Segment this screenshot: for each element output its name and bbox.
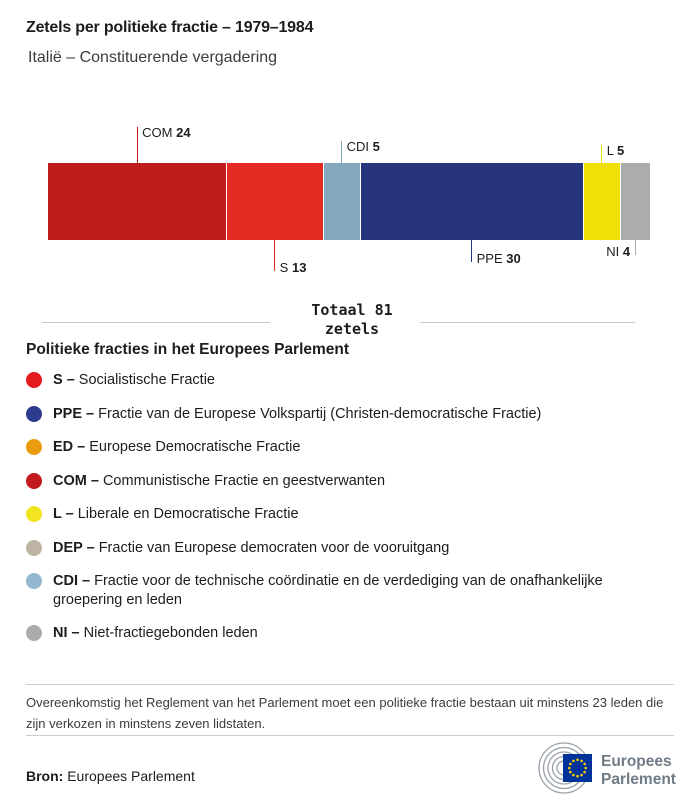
- page-title: Zetels per politieke fractie – 1979–1984: [26, 19, 314, 36]
- legend-code: NI –: [53, 625, 84, 641]
- legend-item: CDI – Fractie voor de technische coördin…: [26, 572, 676, 609]
- footnote: Overeenkomstig het Reglement van het Par…: [26, 695, 664, 731]
- legend-item: DEP – Fractie van Europese democraten vo…: [26, 539, 676, 558]
- annotation-label-s: S 13: [279, 260, 307, 275]
- bar-segment-s[interactable]: [226, 163, 323, 240]
- divider-footnote-bottom: [26, 735, 674, 736]
- european-parliament-logo: Europees Parlement: [538, 742, 676, 794]
- bar-segment-l[interactable]: [583, 163, 621, 240]
- legend-name: Fractie voor de technische coördinatie e…: [53, 573, 603, 608]
- legend-code: PPE –: [53, 405, 99, 422]
- annotation-line-cdi: [341, 141, 343, 163]
- annotation-line-l: [601, 145, 603, 163]
- legend-label: CDI – Fractie voor de technische coördin…: [53, 572, 675, 609]
- legend-name: Socialistische Fractie: [78, 372, 215, 388]
- total-seats-line1: Totaal 81: [311, 301, 393, 319]
- source-text: Europees Parlement: [67, 768, 195, 784]
- legend-color-dot-icon: [26, 405, 42, 422]
- legend-code: L –: [53, 506, 78, 522]
- annotation-line-s: [274, 240, 276, 271]
- legend-code: COM –: [53, 472, 103, 489]
- eu-flag-stars-icon: [568, 758, 587, 778]
- legend-color-dot-icon: [26, 372, 42, 388]
- annotation-line-ppe: [471, 240, 473, 262]
- legend-color-dot-icon: [26, 573, 42, 589]
- bar-segment-com[interactable]: [48, 163, 227, 240]
- bar-segment-cdi[interactable]: [322, 163, 361, 240]
- legend-name: Communistische Fractie en geestverwanten: [102, 472, 386, 489]
- legend-label: S – Socialistische Fractie: [53, 371, 215, 390]
- legend-name: Niet-fractiegebonden leden: [83, 625, 258, 641]
- annotation-line-ni: [634, 240, 636, 255]
- divider-footnote-top: [26, 684, 674, 685]
- source-label: Bron:: [26, 768, 64, 784]
- legend-name: Fractie van Europese democraten voor de …: [98, 539, 450, 556]
- legend-item: S – Socialistische Fractie: [26, 371, 676, 390]
- logo-text-line2: Parlement: [601, 771, 676, 788]
- legend-heading: Politieke fracties in het Europees Parle…: [26, 341, 350, 358]
- legend-label: L – Liberale en Democratische Fractie: [53, 505, 299, 524]
- stacked-bar: [48, 163, 650, 240]
- legend-name: Fractie van de Europese Volkspartij (Chr…: [98, 405, 542, 422]
- total-divider-right: [420, 322, 635, 323]
- annotation-line-com: [136, 127, 138, 163]
- annotation-label-ni: NI 4: [606, 244, 631, 259]
- legend-item: L – Liberale en Democratische Fractie: [26, 505, 676, 524]
- logo-text-line1: Europees: [601, 753, 672, 770]
- eu-flag-icon: [563, 754, 592, 782]
- legend-color-dot-icon: [26, 539, 42, 556]
- legend-label: NI – Niet-fractiegebonden leden: [53, 624, 258, 643]
- total-seats-line2: zetels: [324, 320, 380, 338]
- legend-item: ED – Europese Democratische Fractie: [26, 438, 676, 457]
- total-divider-left: [42, 322, 270, 323]
- legend-name: Liberale en Democratische Fractie: [77, 506, 299, 522]
- legend-code: DEP –: [53, 539, 99, 556]
- page-subtitle: Italië – Constituerende vergadering: [28, 49, 278, 66]
- legend-list: S – Socialistische Fractie PPE – Fractie…: [26, 371, 676, 658]
- total-seats: Totaal 81 zetels: [260, 301, 444, 339]
- legend-color-dot-icon: [26, 472, 42, 489]
- legend-label: DEP – Fractie van Europese democraten vo…: [53, 539, 449, 558]
- legend-code: S –: [53, 372, 79, 388]
- annotation-label-com: COM 24: [142, 125, 191, 140]
- source-line: Bron: Europees Parlement: [26, 768, 195, 784]
- legend-name: Europese Democratische Fractie: [89, 439, 301, 455]
- legend-label: ED – Europese Democratische Fractie: [53, 438, 300, 457]
- annotation-label-l: L 5: [606, 143, 625, 158]
- legend-color-dot-icon: [26, 506, 42, 522]
- legend-color-dot-icon: [26, 625, 42, 641]
- bar-segment-ni[interactable]: [620, 163, 650, 240]
- annotation-label-cdi: CDI 5: [346, 139, 380, 154]
- legend-item: PPE – Fractie van de Europese Volksparti…: [26, 405, 676, 424]
- legend-label: PPE – Fractie van de Europese Volksparti…: [53, 405, 541, 424]
- legend-label: COM – Communistische Fractie en geestver…: [53, 472, 385, 491]
- legend-code: CDI –: [53, 573, 95, 589]
- legend-code: ED –: [53, 439, 90, 455]
- legend-color-dot-icon: [26, 439, 42, 455]
- annotation-label-ppe: PPE 30: [476, 251, 521, 266]
- legend-item: COM – Communistische Fractie en geestver…: [26, 472, 676, 491]
- bar-segment-ppe[interactable]: [360, 163, 584, 240]
- legend-item: NI – Niet-fractiegebonden leden: [26, 624, 676, 643]
